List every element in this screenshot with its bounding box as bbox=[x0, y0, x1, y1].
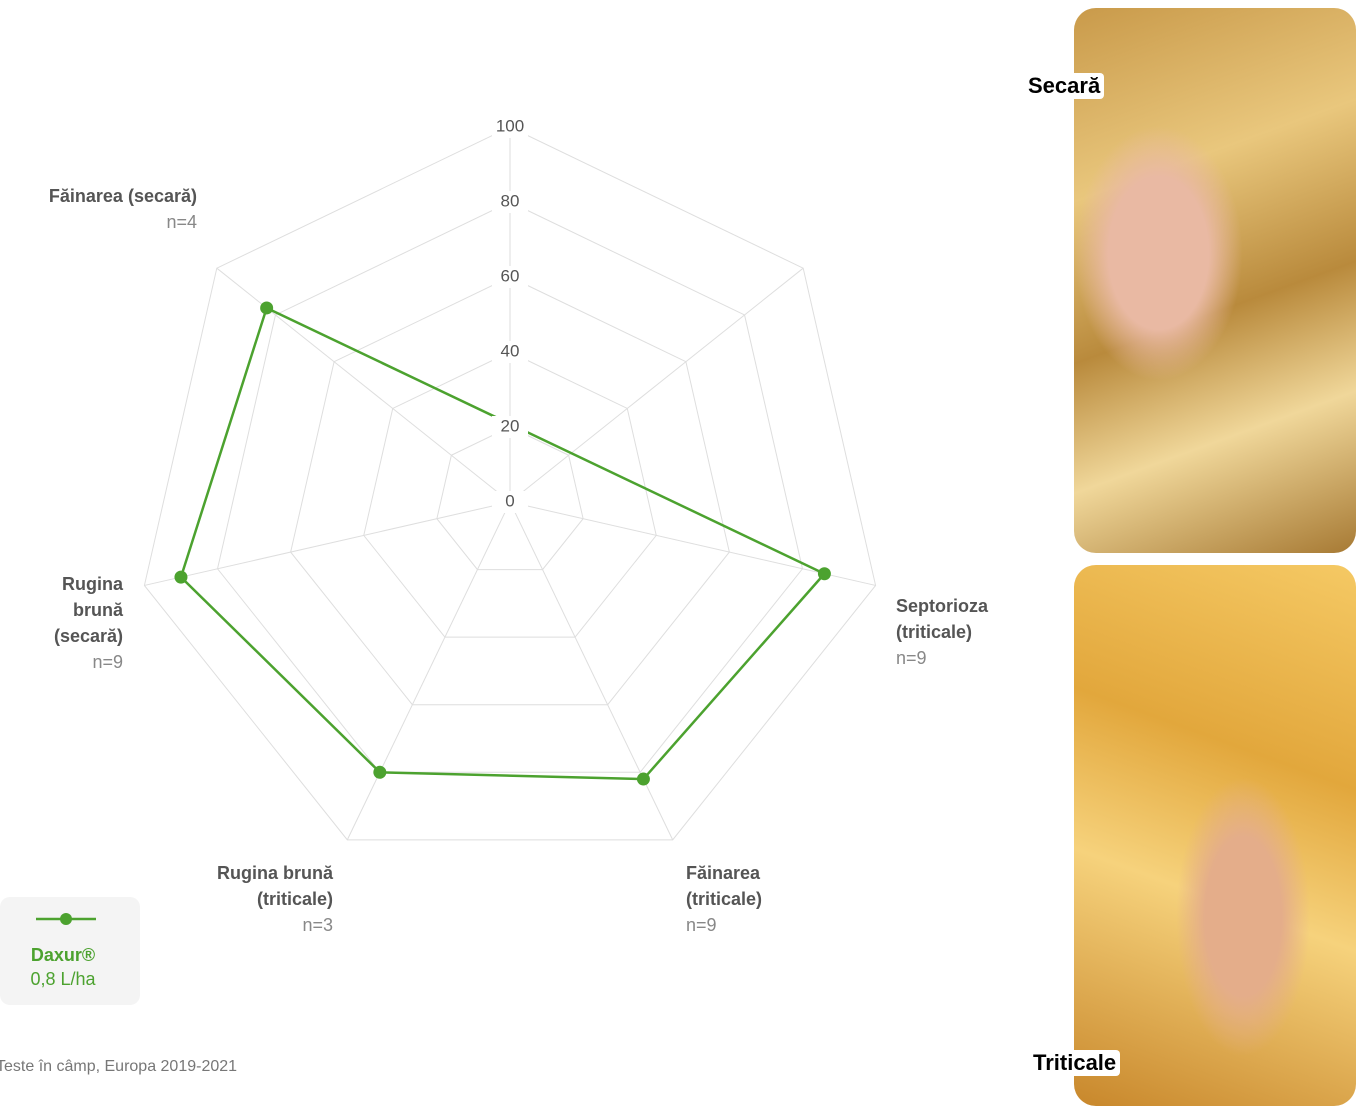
grid-ring bbox=[363, 351, 657, 638]
category-name: Făinarea (secară) bbox=[48, 186, 197, 206]
spoke bbox=[346, 501, 511, 841]
spoke bbox=[216, 267, 511, 503]
tick-label-bg bbox=[492, 116, 528, 138]
photo-label: Secară bbox=[1024, 73, 1105, 99]
tick-label: 60 bbox=[501, 266, 520, 285]
category-name: Făinarea (triticale) bbox=[686, 863, 763, 909]
grid-ring bbox=[143, 126, 877, 841]
spoke bbox=[509, 501, 674, 841]
tick-label: 20 bbox=[501, 416, 520, 435]
photo-label: Triticale bbox=[1029, 1050, 1121, 1076]
legend-name: Daxur® bbox=[30, 945, 96, 965]
data-point bbox=[817, 567, 831, 581]
photo-triticale bbox=[1074, 565, 1356, 1106]
chart: 0 20 40 60 80 100 bbox=[143, 116, 877, 841]
category-label: Rugina brună (triticale) n=3 bbox=[183, 860, 333, 938]
category-label: Făinarea (secară) n=4 bbox=[0, 183, 197, 235]
tick-label-bg bbox=[492, 491, 528, 513]
tick-label: 0 bbox=[505, 491, 514, 510]
sample-size: n=3 bbox=[302, 915, 333, 935]
sample-size: n=9 bbox=[896, 648, 927, 668]
category-label: Rugina brună (secară) n=9 bbox=[33, 571, 123, 675]
series-line bbox=[179, 306, 827, 781]
tick-label-bg bbox=[492, 341, 528, 363]
legend: Daxur® 0,8 L/ha bbox=[0, 897, 140, 1005]
tick-label: 100 bbox=[496, 116, 524, 135]
footnote: Teste în câmp, Europa 2019-2021 bbox=[0, 1058, 238, 1075]
category-label: Făinarea (triticale) n=9 bbox=[686, 860, 796, 938]
category-label: Septorioza (triticale) n=9 bbox=[896, 593, 1026, 671]
sample-size: n=9 bbox=[92, 652, 123, 672]
photo-rye bbox=[1074, 8, 1356, 553]
category-name: Septorioza (triticale) bbox=[896, 596, 989, 642]
sample-size: n=9 bbox=[686, 915, 717, 935]
category-name: Rugina brună (triticale) bbox=[217, 863, 333, 909]
tick-label: 40 bbox=[501, 341, 520, 360]
grid-ring bbox=[436, 426, 584, 571]
data-point bbox=[636, 772, 650, 786]
tick-label-bg bbox=[492, 191, 528, 213]
spoke bbox=[144, 501, 511, 586]
spoke bbox=[509, 501, 876, 586]
legend-marker bbox=[60, 913, 72, 925]
spoke bbox=[509, 267, 804, 503]
tick-label-bg bbox=[492, 266, 528, 288]
tick-label: 80 bbox=[501, 191, 520, 210]
data-point bbox=[260, 301, 274, 315]
sample-size: n=4 bbox=[166, 212, 197, 232]
grid-ring bbox=[216, 201, 804, 773]
data-point bbox=[373, 765, 387, 779]
grid-ring bbox=[290, 276, 730, 706]
category-name: Rugina brună (secară) bbox=[53, 574, 123, 646]
legend-dose: 0,8 L/ha bbox=[30, 969, 96, 989]
data-point bbox=[174, 570, 188, 584]
tick-label-bg bbox=[492, 416, 528, 438]
legend-icon bbox=[36, 913, 96, 925]
